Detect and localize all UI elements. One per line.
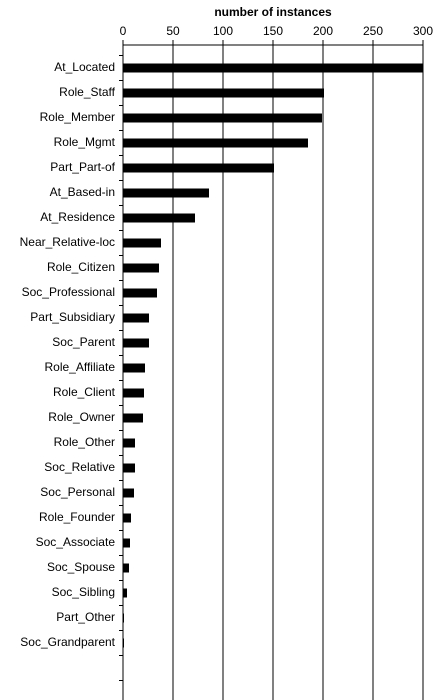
- x-tick-label-300: 300: [413, 24, 433, 38]
- bar-Role_Owner: [123, 413, 143, 423]
- bar-Soc_Sibling: [123, 588, 127, 598]
- gridlines: [172, 45, 424, 700]
- category-label-Soc_Associate: Soc_Associate: [36, 535, 116, 549]
- x-axis-title: number of instances: [214, 5, 332, 19]
- bar-At_Residence: [123, 213, 195, 223]
- category-label-Role_Staff: Role_Staff: [59, 85, 115, 99]
- x-tick-label-250: 250: [363, 24, 383, 38]
- category-label-Role_Other: Role_Other: [54, 435, 115, 449]
- bar-Soc_Personal: [123, 488, 134, 498]
- category-label-Soc_Sibling: Soc_Sibling: [52, 585, 115, 599]
- category-label-At_Located: At_Located: [54, 60, 115, 74]
- x-tick-label-50: 50: [166, 24, 180, 38]
- bar-Role_Client: [123, 388, 144, 398]
- bar-Role_Mgmt: [123, 138, 308, 148]
- bar-Soc_Relative: [123, 463, 135, 473]
- category-label-Role_Mgmt: Role_Mgmt: [54, 135, 116, 149]
- category-label-Near_Relative-loc: Near_Relative-loc: [20, 235, 115, 249]
- category-label-Role_Citizen: Role_Citizen: [47, 260, 115, 274]
- category-label-Part_Part-of: Part_Part-of: [50, 160, 115, 174]
- bar-Soc_Associate: [123, 538, 130, 548]
- category-label-Role_Owner: Role_Owner: [48, 410, 115, 424]
- category-label-Soc_Professional: Soc_Professional: [22, 285, 115, 299]
- category-label-Part_Other: Part_Other: [56, 610, 115, 624]
- category-label-At_Residence: At_Residence: [40, 210, 115, 224]
- bar-Role_Citizen: [123, 263, 159, 273]
- category-label-Role_Founder: Role_Founder: [39, 510, 115, 524]
- bar-Part_Subsidiary: [123, 313, 149, 323]
- axes: [119, 40, 424, 700]
- category-label-Part_Subsidiary: Part_Subsidiary: [30, 310, 115, 324]
- category-label-Soc_Spouse: Soc_Spouse: [47, 560, 115, 574]
- x-tick-label-200: 200: [313, 24, 333, 38]
- category-label-Soc_Parent: Soc_Parent: [52, 335, 115, 349]
- bar-Role_Affiliate: [123, 363, 145, 373]
- bar-Role_Member: [123, 113, 322, 123]
- category-labels: At_Located Role_Staff Role_Member Role_Mgmt…: [20, 60, 116, 649]
- category-label-Soc_Personal: Soc_Personal: [40, 485, 115, 499]
- bar-Soc_Parent: [123, 338, 149, 348]
- x-tick-label-0: 0: [120, 24, 127, 38]
- x-tick-labels: 0 50 100 150 200 250 300: [120, 24, 434, 38]
- category-label-At_Based-in: At_Based-in: [50, 185, 115, 199]
- bar-Part_Part-of: [123, 163, 274, 173]
- bar-Soc_Professional: [123, 288, 157, 298]
- bar-At_Based-in: [123, 188, 209, 198]
- bar-Near_Relative-loc: [123, 238, 161, 248]
- category-label-Role_Affiliate: Role_Affiliate: [45, 360, 116, 374]
- bar-Soc_Spouse: [123, 563, 129, 573]
- category-label-Role_Client: Role_Client: [53, 385, 116, 399]
- bar-Role_Founder: [123, 513, 131, 523]
- bar-Role_Staff: [123, 88, 324, 98]
- x-tick-label-100: 100: [213, 24, 233, 38]
- x-tick-label-150: 150: [263, 24, 283, 38]
- category-label-Soc_Relative: Soc_Relative: [44, 460, 115, 474]
- category-label-Soc_Grandparent: Soc_Grandparent: [20, 635, 115, 649]
- bar-At_Located: [123, 63, 423, 73]
- bars: [123, 63, 423, 648]
- category-label-Role_Member: Role_Member: [40, 110, 115, 124]
- bar-Role_Other: [123, 438, 135, 448]
